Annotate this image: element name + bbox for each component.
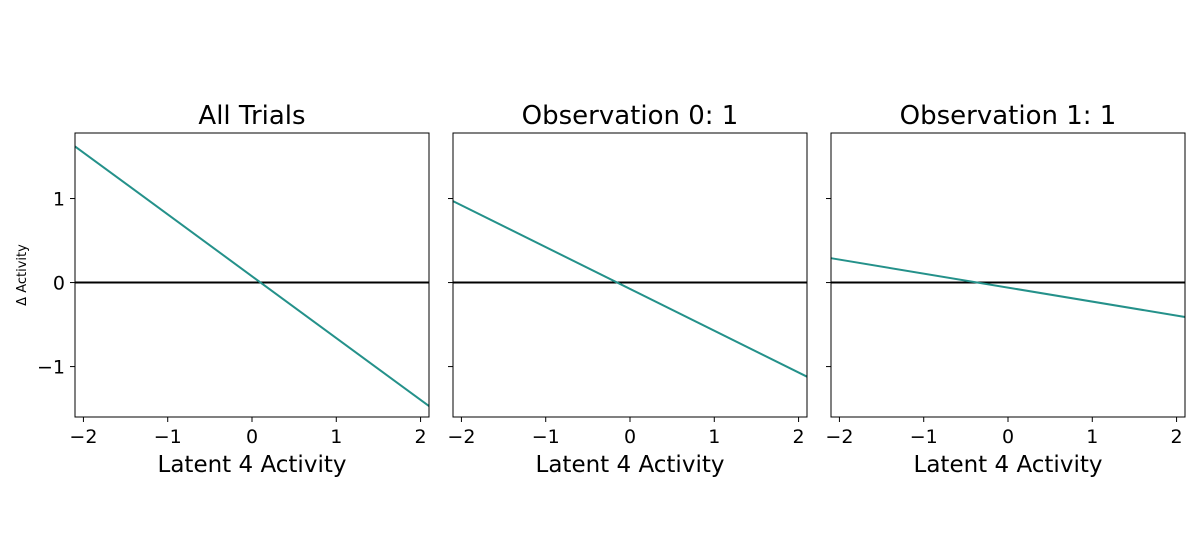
y-tick-label: −1 [37, 357, 65, 379]
x-tick-label: −2 [825, 426, 853, 448]
x-tick-label: −1 [910, 426, 938, 448]
chart-panel-3: Observation 1: 1 −2 −1 0 1 2 Latent 4 Activity [825, 101, 1186, 478]
x-tick-label: 2 [1171, 426, 1183, 448]
series-line-1 [452, 200, 808, 378]
chart-panel-1: All Trials −2 −1 0 1 2 −1 0 1 Latent 4 Activity [37, 101, 430, 478]
x-tick-label: 1 [708, 426, 720, 448]
x-axis-label: Latent 4 Activity [536, 452, 725, 478]
y-axis-label: Δ Activity [15, 244, 30, 306]
chart-panel-2: Observation 0: 1 −2 −1 0 1 2 Latent 4 Activity [447, 101, 808, 478]
x-tick-label: 2 [793, 426, 805, 448]
x-tick-label: 0 [1002, 426, 1014, 448]
x-axis-label: Latent 4 Activity [158, 452, 347, 478]
chart-title: All Trials [198, 101, 305, 131]
x-tick-label: 0 [624, 426, 636, 448]
x-tick-label: −2 [447, 426, 475, 448]
x-tick-label: 1 [330, 426, 342, 448]
chart-title: Observation 1: 1 [900, 101, 1117, 131]
series-line-1 [830, 257, 1186, 318]
chart-title: Observation 0: 1 [522, 101, 739, 131]
x-tick-label: −1 [532, 426, 560, 448]
x-tick-label: 2 [415, 426, 427, 448]
x-tick-label: 1 [1086, 426, 1098, 448]
y-tick-label: 1 [53, 189, 65, 211]
x-tick-label: 0 [246, 426, 258, 448]
y-tick-label: 0 [53, 273, 65, 295]
x-axis-label: Latent 4 Activity [914, 452, 1103, 478]
series-line-1 [74, 145, 430, 407]
x-tick-label: −1 [154, 426, 182, 448]
x-tick-label: −2 [69, 426, 97, 448]
